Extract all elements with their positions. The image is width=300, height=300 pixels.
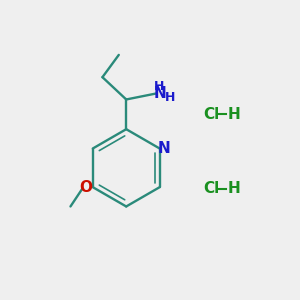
Text: H: H — [165, 92, 175, 104]
Text: Cl: Cl — [203, 181, 220, 196]
Text: H: H — [154, 80, 165, 93]
Text: O: O — [80, 180, 93, 195]
Text: N: N — [154, 86, 167, 101]
Text: H: H — [227, 107, 240, 122]
Text: N: N — [158, 141, 170, 156]
Text: Cl: Cl — [203, 107, 220, 122]
Text: H: H — [227, 181, 240, 196]
